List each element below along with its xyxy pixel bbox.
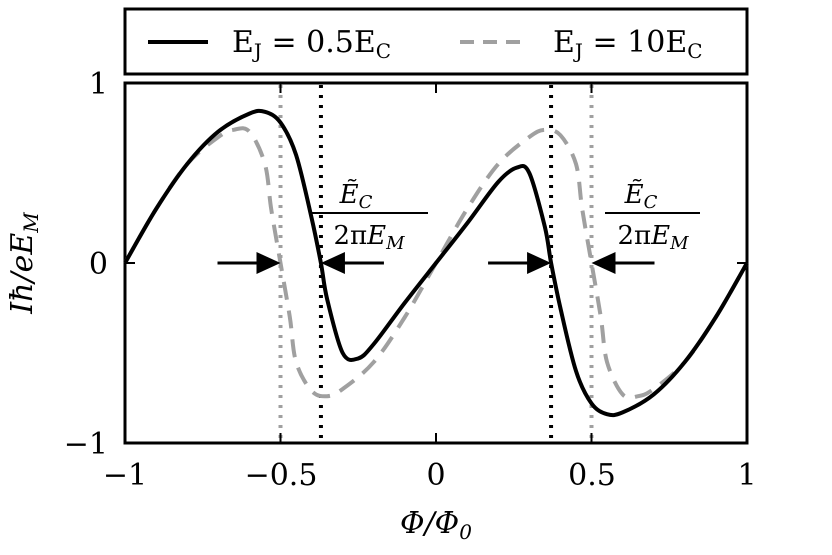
arrowhead-left-0 xyxy=(256,252,281,274)
annotation-right: ẼC 2πEM xyxy=(605,178,700,254)
y-tick-label: 1 xyxy=(89,67,108,102)
y-axis-title: Iħ/eEM xyxy=(5,212,43,315)
y-tick-label: 0 xyxy=(89,247,108,282)
x-tick-label: 0.5 xyxy=(568,458,616,493)
axis-ticks xyxy=(124,82,748,444)
x-tick-label: 1 xyxy=(737,458,756,493)
legend: EJ = 0.5EC EJ = 10EC xyxy=(123,7,749,76)
x-tick-label: −0.5 xyxy=(245,458,318,493)
annotation-right-bottom: 2πEM xyxy=(617,221,689,254)
arrow-layer xyxy=(217,252,655,274)
x-axis-title: Φ/Φ0 xyxy=(400,506,472,544)
x-tick-label: −1 xyxy=(103,458,147,493)
x-tick-label: 0 xyxy=(426,458,445,493)
series-line-0 xyxy=(123,108,749,418)
arrowhead-right-0 xyxy=(320,252,345,274)
arrowhead-left-1 xyxy=(527,252,552,274)
x-tick-labels: −1 −0.5 0 0.5 1 xyxy=(103,458,757,493)
arrowhead-right-1 xyxy=(591,252,616,274)
legend-label-series-2: EJ = 10EC xyxy=(553,25,703,63)
y-tick-label: −1 xyxy=(64,427,108,462)
series-layer xyxy=(123,108,749,418)
legend-label-series-1: EJ = 0.5EC xyxy=(232,25,391,63)
annotation-left: ẼC 2πEM xyxy=(310,178,428,254)
annotation-left-top: ẼC xyxy=(339,178,373,213)
annotation-left-bottom: 2πEM xyxy=(333,221,405,254)
legend-frame xyxy=(123,7,749,76)
y-tick-labels: 1 0 −1 xyxy=(64,67,108,462)
annotation-right-top: ẼC xyxy=(624,178,658,213)
